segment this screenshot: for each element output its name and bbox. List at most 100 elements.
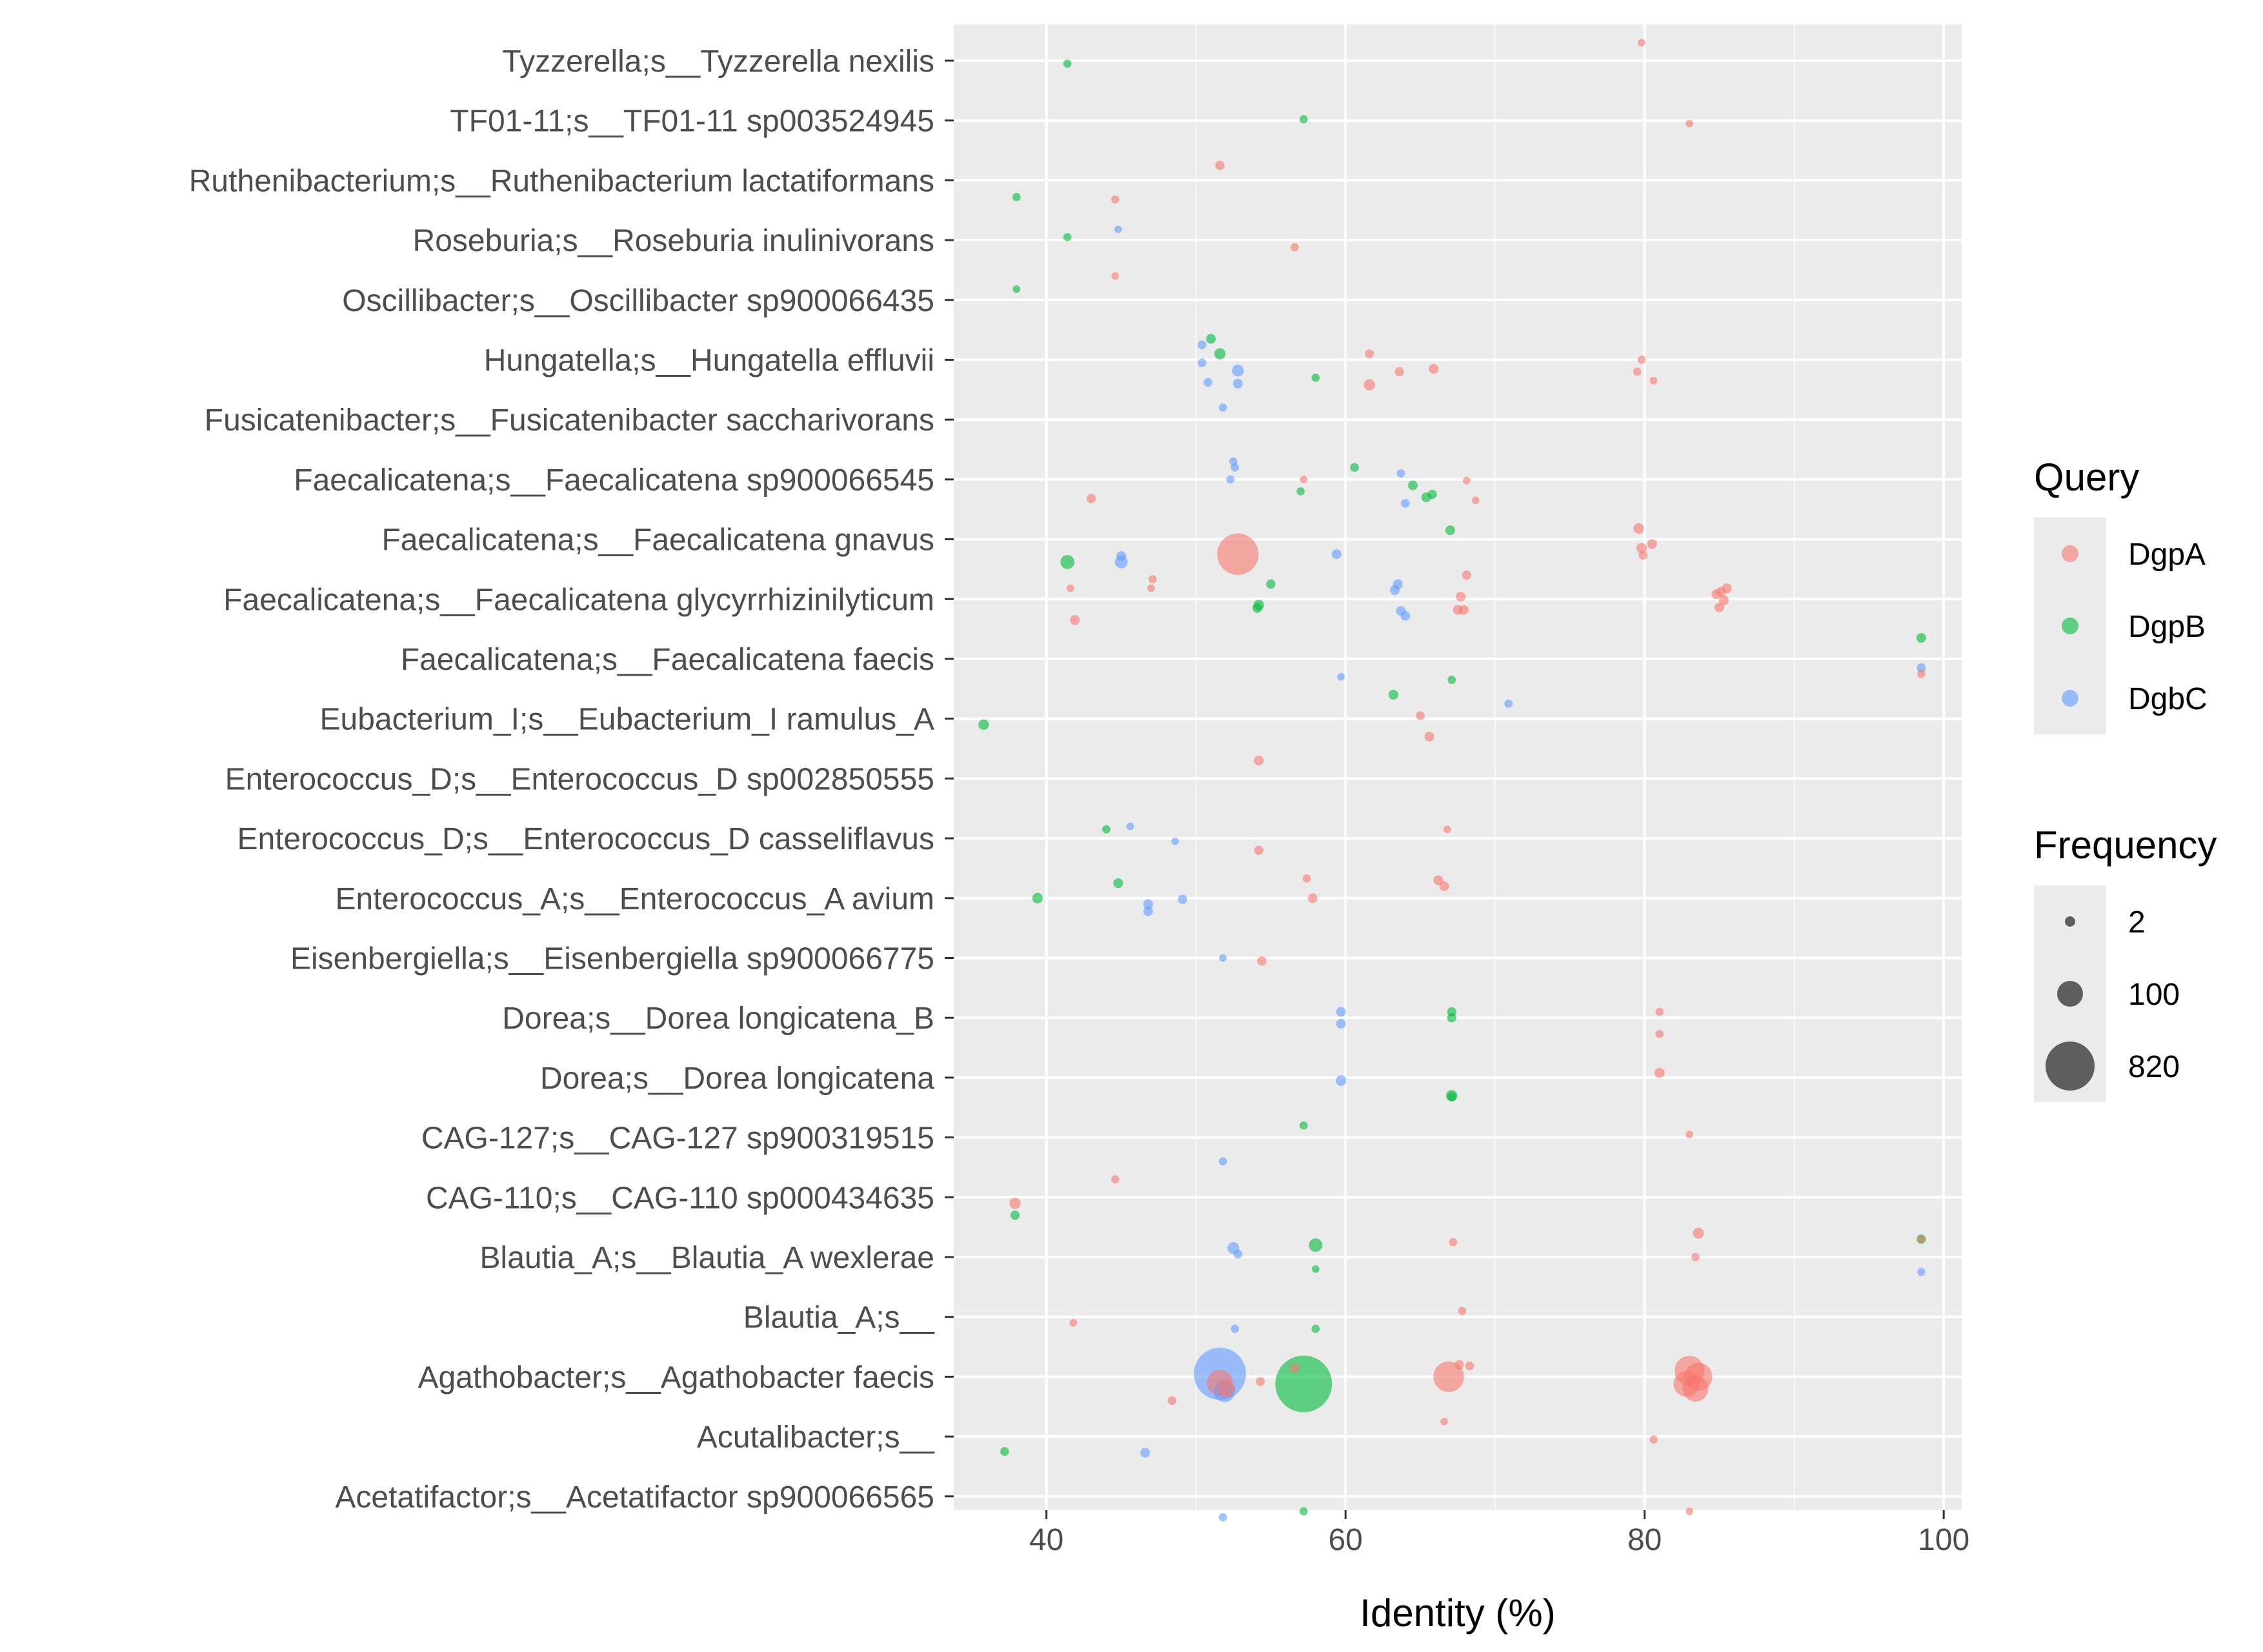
point-dgpa [1365,349,1374,359]
point-dgpa [1471,496,1480,505]
point-dgpa [1290,1364,1300,1373]
point-dgbc [1197,358,1207,367]
point-dgpb [1010,1210,1020,1220]
x-axis-title: Identity (%) [1360,1591,1555,1635]
y-tick-label: Ruthenibacterium;s__Ruthenibacterium lac… [189,164,934,198]
point-dgpa [1070,615,1080,625]
point-dgpa [1307,893,1318,903]
point-dgpb [1312,1265,1320,1273]
point-dgpb [1299,115,1308,124]
point-dgpb [1311,1324,1320,1333]
point-dgpa [1217,533,1259,575]
point-dgpb [1427,489,1437,499]
point-dgpa [1655,1007,1664,1016]
point-dgbc [1231,463,1240,472]
point-dgpa [1636,543,1647,554]
point-dgpa [1363,379,1375,391]
point-dgpa [1416,711,1425,720]
point-dgpa [1456,592,1466,602]
point-dgpb [1214,348,1226,359]
point-dgpa [1066,584,1074,592]
point-dgbc [1197,340,1207,350]
point-dgbc [1171,837,1179,845]
point-dgpa [1691,1253,1700,1262]
point-dgpa [1685,119,1694,128]
point-dgbc [1203,378,1212,387]
y-axis: Tyzzerella;s__Tyzzerella nexilis TF01-11;… [189,45,954,1515]
point-dgpa [1649,1435,1658,1444]
point-dgbc [1232,364,1244,377]
point-dgpa [1291,243,1299,252]
point-dgpa [1443,825,1451,834]
point-dgpb [1000,1447,1009,1456]
point-dgpa [1647,539,1657,549]
point-dgbc [1126,822,1134,831]
point-dgpa [1711,589,1722,599]
point-dgpa [1394,367,1404,377]
y-tick-label: Hungatella;s__Hungatella effluvii [484,344,934,378]
legend-key-dgpb [2062,618,2078,634]
point-dgpb [1063,59,1072,68]
legend-label-dgpb: DgpB [2128,610,2206,644]
point-dgpa [1167,1396,1177,1405]
legend-size-key [2046,1042,2095,1091]
legend-frequency-title: Frequency [2034,823,2217,867]
point-dgbc [1219,954,1227,962]
point-dgpa [1216,1380,1235,1398]
y-tick-label: Dorea;s__Dorea longicatena [540,1062,934,1096]
legend-query-title: Query [2034,456,2139,499]
point-dgbc [1401,499,1410,508]
y-tick-label: Eisenbergiella;s__Eisenbergiella sp90006… [290,942,934,976]
plot-panel [954,25,1962,1510]
y-tick-label: Acutalibacter;s__ [697,1420,936,1455]
point-dgpa [1462,570,1472,580]
point-dgpb [1032,892,1043,903]
point-dgbc [1140,1447,1151,1458]
y-tick-label: CAG-110;s__CAG-110 sp000434635 [426,1181,934,1215]
major-gridlines [954,25,1962,1510]
x-tick-label: 40 [1029,1523,1063,1557]
point-dgbc [1232,379,1243,389]
point-dgpb [1309,1238,1323,1252]
legend: Query DgpA DgpB DgbC Frequency 2 100 820 [2034,456,2217,1102]
point-dgpa [1439,881,1449,891]
point-dgpa [1638,39,1645,47]
point-dgpa [1633,367,1642,376]
legend-size-label: 2 [2128,905,2146,940]
point-dgbc [1231,1324,1240,1333]
point-dgpa [1300,476,1308,483]
y-tick-label: Blautia_A;s__Blautia_A wexlerae [480,1241,934,1275]
y-tick-label: CAG-127;s__CAG-127 sp900319515 [421,1122,934,1156]
point-dgpa [1637,356,1646,364]
y-tick-label: Tyzzerella;s__Tyzzerella nexilis [502,45,934,79]
y-tick-label: Faecalicatena;s__Faecalicatena sp9000665… [294,463,934,498]
legend-size-key [2065,916,2075,927]
point-dgpb [1252,603,1262,613]
point-dgpb [1447,676,1456,684]
point-dgpb [1060,554,1075,569]
point-dgbc [1143,899,1153,909]
point-dgpa [1111,272,1120,280]
legend-key-dgpa [2062,545,2078,562]
point-dgbc [1218,403,1227,412]
point-dgpa [1718,595,1729,605]
point-dgpb [1266,579,1276,589]
point-dgbc [1178,894,1187,904]
point-dgpa [1302,874,1311,883]
legend-size-key [2057,981,2083,1007]
point-dgpa [1722,583,1732,594]
point-dgpb [978,719,989,730]
point-dgpa [1465,1361,1474,1371]
point-dgpb [1063,233,1072,241]
x-tick-label: 100 [1918,1523,1969,1557]
y-tick-label: Fusicatenibacter;s__Fusicatenibacter sac… [205,403,934,438]
y-tick-label: Faecalicatena;s__Faecalicatena gnavus [381,523,934,558]
legend-frequency-items: 2 100 820 [2034,885,2180,1102]
point-dgpa [1638,550,1648,560]
point-dgpb [1447,1092,1456,1102]
point-dgpb [1311,373,1320,382]
point-dgpa [1440,1418,1448,1425]
data-points [978,39,1926,1522]
point-dgpa [1463,476,1471,485]
y-tick-label: Roseburia;s__Roseburia inulinivorans [413,224,934,258]
